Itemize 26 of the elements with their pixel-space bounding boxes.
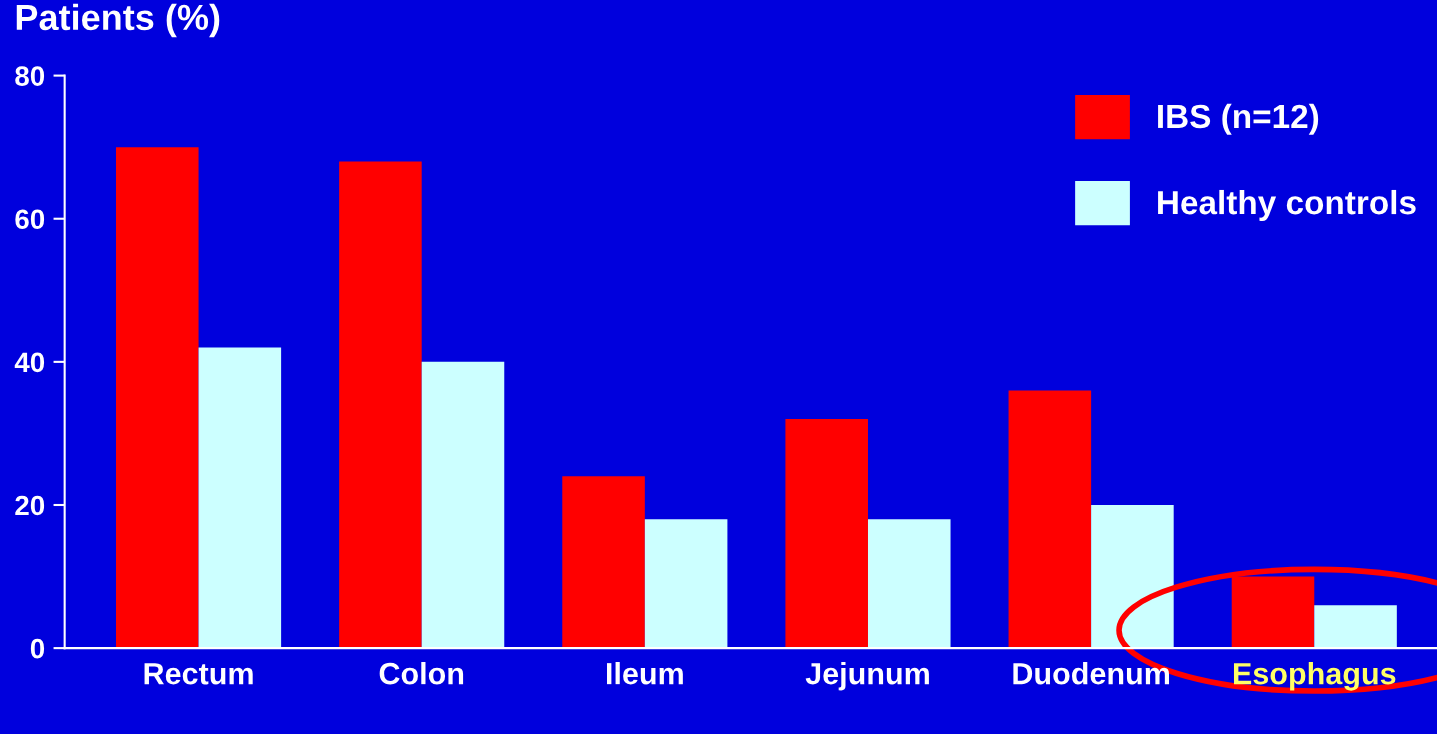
x-tick-label: Duodenum [1013, 662, 1170, 685]
x-tick-label: Ileum [606, 662, 683, 685]
bar [867, 519, 951, 649]
bar [1314, 605, 1397, 649]
bar [421, 361, 505, 649]
legend-label: Healthy controls [1158, 189, 1416, 222]
bar [785, 419, 868, 649]
x-tick-label: Colon [379, 662, 464, 685]
bar [339, 161, 422, 649]
y-tick-label: 20 [15, 495, 45, 516]
legend-label: IBS (n=12) [1158, 103, 1319, 135]
bar [1231, 576, 1315, 649]
x-tick-label: Esophagus [1233, 662, 1396, 691]
bar [1008, 390, 1092, 649]
y-tick-label: 40 [14, 352, 45, 373]
y-axis-title: Patients (%) [16, 3, 220, 38]
y-tick-label: 0 [30, 638, 45, 659]
x-tick-label: Jejunum [805, 662, 929, 691]
bar [644, 519, 728, 649]
bar [198, 347, 282, 649]
bar [562, 476, 645, 649]
x-tick-label: Rectum [144, 663, 253, 685]
bar [115, 147, 199, 649]
y-tick-label: 60 [15, 209, 45, 230]
y-tick-label: 80 [15, 66, 45, 86]
bar [1091, 504, 1174, 649]
